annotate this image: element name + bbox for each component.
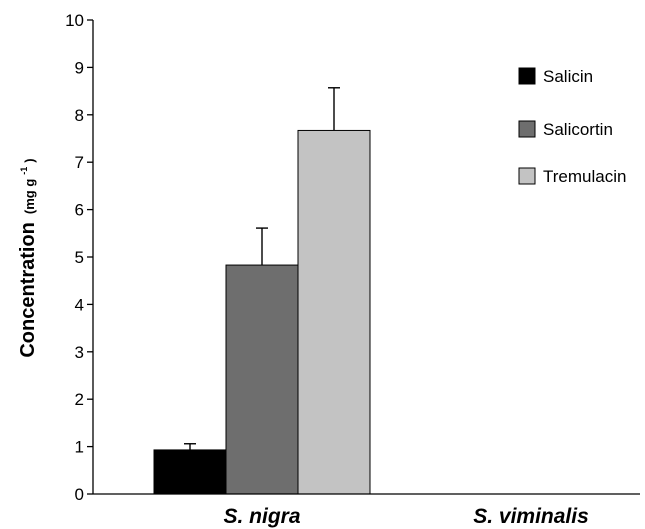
x-axis-categories: S. nigra S. viminalis <box>223 505 588 528</box>
y-tick-label: 4 <box>75 295 84 314</box>
legend-label: Salicortin <box>543 120 613 139</box>
bar-tremulacin <box>297 129 371 495</box>
y-tick-label: 8 <box>75 106 84 125</box>
y-axis-unit-close: ) <box>22 158 37 162</box>
y-tick-label: 5 <box>75 248 84 267</box>
y-tick-label: 0 <box>75 485 84 504</box>
bar-salicortin <box>225 264 299 495</box>
y-tick-label: 7 <box>75 153 84 172</box>
y-axis-ticks: 0 1 2 3 4 5 6 7 8 9 10 <box>65 11 93 504</box>
y-tick-label: 9 <box>75 58 84 77</box>
category-label: S. viminalis <box>473 505 589 528</box>
error-bars <box>184 87 340 450</box>
y-tick-label: 3 <box>75 343 84 362</box>
y-axis-title-main: Concentration <box>17 222 39 358</box>
legend-label: Salicin <box>543 67 593 86</box>
y-tick-label: 1 <box>75 438 84 457</box>
bars <box>153 129 371 495</box>
y-axis-title: Concentration (mg g -1 ) <box>14 158 39 357</box>
legend-swatch <box>518 120 536 138</box>
legend-swatch <box>518 167 536 185</box>
legend-swatch <box>518 67 536 85</box>
y-axis-unit-exponent: -1 <box>19 167 29 175</box>
y-axis-unit: (mg g <box>22 179 37 214</box>
bar-salicin <box>153 449 227 495</box>
legend-label: Tremulacin <box>543 167 626 186</box>
y-tick-label: 2 <box>75 390 84 409</box>
legend: Salicin Salicortin Tremulacin <box>518 67 626 186</box>
y-tick-label: 10 <box>65 11 84 30</box>
category-label: S. nigra <box>223 505 300 528</box>
y-tick-label: 6 <box>75 201 84 220</box>
